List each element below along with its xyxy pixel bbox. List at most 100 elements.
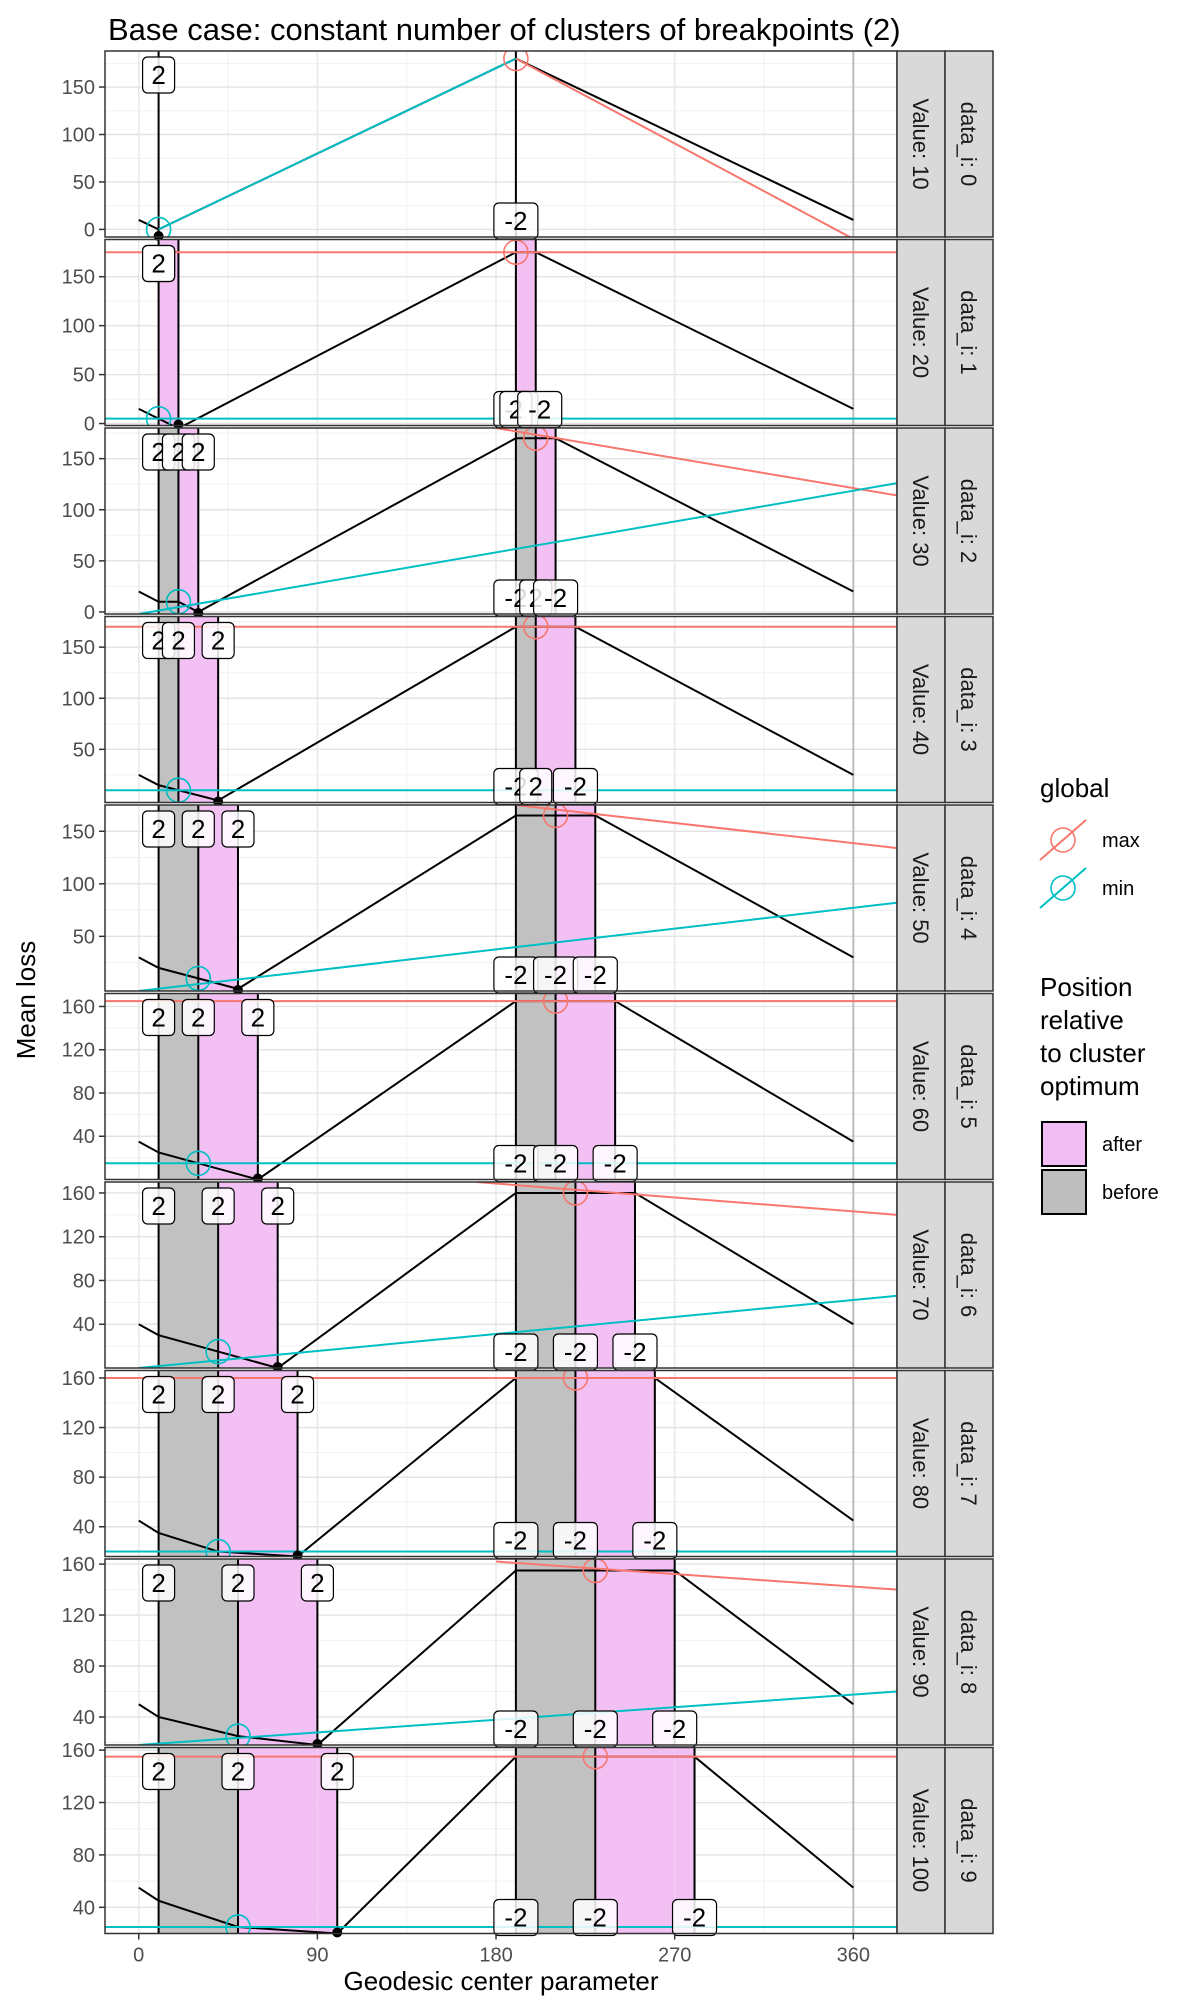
strip-value-label: Value: 20 (908, 287, 933, 378)
breakpoint-label-left-box (141, 1564, 176, 1602)
breakpoint-label-left-box (300, 1564, 334, 1602)
breakpoint-label-right-box (572, 1898, 618, 1937)
y-tick-label: 50 (73, 551, 95, 573)
breakpoint-label-right: -2 (493, 202, 539, 240)
breakpoint-label-left-box (221, 1752, 255, 1791)
y-tick-label: 80 (73, 1083, 95, 1105)
before-region-right (515, 616, 536, 803)
panel-plot-area (105, 616, 897, 803)
breakpoint-label-right-text: -2 (584, 960, 607, 990)
strip-data-bg (944, 615, 994, 804)
breakpoint-label-right-text: -2 (663, 1714, 686, 1744)
y-tick-label: 50 (73, 365, 95, 387)
strip-data-label: data_i: 3 (956, 667, 981, 751)
global-max-point (542, 993, 569, 1014)
legend-position-label: before (1102, 1182, 1159, 1204)
facet-panel-6: 2 2 2 -2 -2 -2 40 80 120 160 Value: 70 data_i: 6 (62, 1181, 994, 1372)
legend-global-min: min (1039, 867, 1134, 909)
y-tick-label: 100 (62, 125, 95, 147)
global-min-point (205, 1538, 231, 1557)
breakpoint-label-right: -2 (671, 1898, 718, 1937)
y-tick-label: 80 (73, 1270, 95, 1292)
strip-data-label: data_i: 8 (956, 1610, 981, 1694)
y-tick-label: 50 (73, 172, 95, 194)
strip-data-label: data_i: 7 (956, 1421, 981, 1505)
global-max-line (495, 1560, 897, 1591)
breakpoint-label-right: -2 (592, 1144, 638, 1183)
legend-position-after: after (1041, 1121, 1142, 1167)
y-tick-label: 40 (73, 1126, 95, 1148)
strip-data-label: data_i: 9 (956, 1798, 981, 1882)
after-region-left (158, 239, 179, 426)
breakpoint-label-right-box (671, 1898, 718, 1937)
legend-key-line (1039, 819, 1087, 861)
breakpoint-label-left: 2 (141, 56, 176, 94)
strip-value-label: Value: 50 (908, 852, 933, 943)
breakpoint-label-right-text: -2 (683, 1903, 706, 1933)
legend-position-title-line: Position (1040, 972, 1133, 1002)
global-max-line (515, 805, 897, 850)
legend-global-max: max (1039, 819, 1140, 861)
y-tick-label: 100 (62, 874, 95, 896)
breakpoint-label-left-text: 2 (151, 1380, 165, 1410)
facet-panel-9: 2 2 2 -2 -2 -2 40 80 120 160 Value: 100 data_i: 9 (62, 1740, 994, 1938)
x-tick-label: 360 (837, 1945, 870, 1967)
global-max-point (582, 1747, 609, 1770)
global-max-point (562, 1182, 589, 1206)
strip-value-bg (896, 1746, 946, 1935)
y-tick-label: 40 (73, 1897, 95, 1919)
breakpoint-label-left: 2 (221, 1752, 255, 1791)
strip-value-label: Value: 40 (908, 664, 933, 755)
y-tick-label: 160 (62, 996, 95, 1018)
breakpoint-label-left-text: 2 (191, 814, 205, 844)
breakpoint-label-left: 2 (261, 1187, 295, 1225)
panel-plot-area (105, 239, 897, 426)
strip-data-bg (944, 1369, 994, 1558)
breakpoint-label-left-box (141, 56, 176, 94)
loss-min-dot (252, 1173, 263, 1184)
y-tick-label: 150 (62, 77, 95, 99)
global-max-line (476, 1182, 897, 1216)
breakpoint-label-right: -2 (552, 767, 599, 806)
strip-value-label: Value: 100 (908, 1789, 933, 1893)
breakpoint-label-right-text: -2 (584, 1903, 607, 1933)
strip-data-label: data_i: 1 (956, 290, 981, 374)
strip-data-label: data_i: 2 (956, 479, 981, 563)
after-region-right (535, 428, 556, 614)
y-tick-label: 100 (62, 500, 95, 522)
strip-value-label: Value: 30 (908, 475, 933, 566)
breakpoint-label-right-box (493, 1898, 539, 1937)
y-tick-label: 120 (62, 1605, 95, 1627)
breakpoint-label-left: 2 (141, 244, 176, 283)
facet-panel-7: 2 2 2 -2 -2 -2 40 80 120 160 Value: 80 data_i: 7 (62, 1368, 994, 1561)
breakpoint-label-right: 2 (519, 767, 553, 806)
breakpoint-label-right: -2 (532, 1144, 579, 1183)
breakpoint-label-right: -2 (493, 1333, 539, 1371)
before-region-left (158, 428, 179, 614)
legend-key-line (1039, 867, 1087, 909)
global-max-point (542, 805, 569, 829)
y-tick-label: 150 (62, 821, 95, 843)
loss-min-dot (312, 1739, 323, 1749)
legend-position-title-line: to cluster (1040, 1038, 1146, 1068)
breakpoint-label-left-box (241, 998, 275, 1037)
y-tick-label: 120 (62, 1227, 95, 1249)
breakpoint-label-right: -2 (493, 1144, 539, 1183)
strip-value-label: Value: 80 (908, 1418, 933, 1509)
global-min-line (138, 482, 897, 614)
breakpoint-label-right: -2 (532, 579, 579, 617)
breakpoint-label-left-text: 2 (211, 1191, 225, 1221)
breakpoint-label-left: 2 (201, 621, 235, 660)
strip-data-bg (944, 1746, 994, 1935)
breakpoint-label-right: -2 (572, 956, 618, 994)
breakpoint-label-right: -2 (493, 956, 539, 994)
breakpoint-label-left: 2 (221, 810, 255, 848)
global-min-point (225, 1723, 251, 1745)
y-tick-label: 0 (84, 602, 95, 624)
breakpoint-label-right-text: -2 (564, 1526, 587, 1556)
breakpoint-label-right: -2 (493, 1898, 539, 1937)
breakpoint-label-right-text: -2 (504, 1714, 527, 1744)
